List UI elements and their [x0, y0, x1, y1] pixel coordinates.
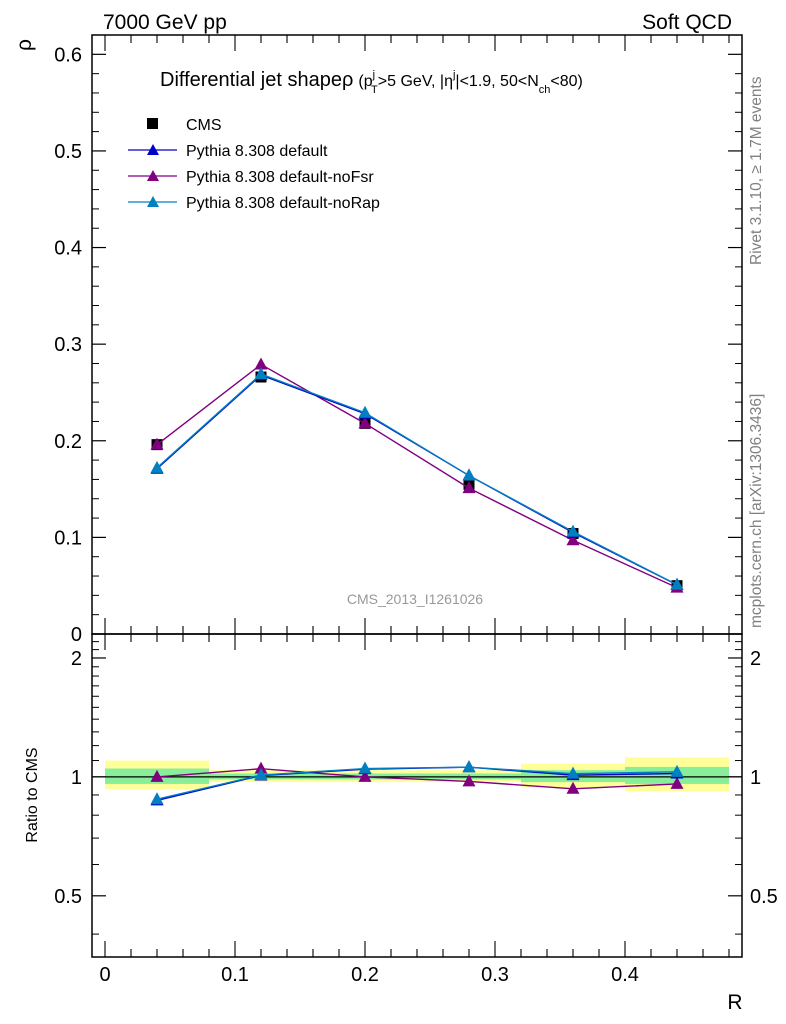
main-line-pythia-8-308-default [156, 374, 678, 586]
main-ytick-label: 0.4 [54, 238, 82, 260]
analysis-watermark: CMS_2013_I1261026 [347, 591, 483, 607]
ratio-xtick-label: 0.2 [351, 964, 379, 986]
main-x-ticks [104, 35, 730, 634]
main-point-pythia-8-308-default-nofsr [566, 533, 580, 546]
ratio-xtick-label: 0.4 [611, 964, 639, 986]
title-nch: |<1.9, 50<N [455, 73, 538, 90]
main-point-pythia-8-308-default-norap [150, 460, 164, 473]
main-ytick-label: 0.6 [54, 44, 82, 66]
title-nch-sub: ch [539, 84, 551, 96]
main-point-pythia-8-308-default-nofsr [150, 437, 164, 450]
ratio-y-ticks: 0.5 0.5 1 1 2 2 [54, 641, 778, 935]
title-p: (p [358, 73, 372, 90]
main-ytick-label: 0.5 [54, 141, 82, 163]
legend-marker-nofsr [147, 170, 159, 181]
ratio-ytick-label-right: 2 [750, 648, 761, 670]
legend-label-cms: CMS [186, 117, 222, 134]
main-line-pythia-8-308-default-nofsr [156, 363, 678, 589]
legend: CMS Pythia 8.308 default Pythia 8.308 de… [128, 117, 380, 212]
ratio-point-pythia-8-308-default-nofsr [670, 776, 684, 789]
legend-label-nofsr: Pythia 8.308 default-noFsr [186, 169, 374, 186]
title-gev: >5 GeV, | [378, 73, 444, 90]
ratio-xlabel: R [727, 991, 742, 1014]
ratio-point-pythia-8-308-default-norap [150, 792, 164, 805]
title-p-sub: T [371, 84, 378, 96]
ratio-line-pythia-8-308-default-norap [156, 766, 678, 800]
legend-marker-default [147, 144, 159, 155]
legend-marker-norap [147, 196, 159, 207]
main-panel: 0 0.1 0.2 0.3 0.4 0.5 0.6 ρ Differential jet s… [13, 34, 743, 646]
title-end: <80) [550, 73, 582, 90]
main-ytick-label: 0.1 [54, 527, 82, 549]
main-point-pythia-8-308-default-norap [254, 367, 268, 380]
legend-label-default: Pythia 8.308 default [186, 143, 328, 160]
title-rho: ρ [342, 69, 353, 91]
ratio-xtick-label: 0.1 [221, 964, 249, 986]
ratio-series [150, 760, 684, 806]
ratio-point-pythia-8-308-default-nofsr [150, 769, 164, 782]
ratio-point-pythia-8-308-default-norap [670, 764, 684, 777]
main-ylabel: ρ [13, 39, 36, 51]
main-title: Differential jet shapeρ (pj T>5 GeV, |ηj|<… [160, 69, 583, 96]
ratio-ylabel: Ratio to CMS [24, 747, 41, 842]
ratio-ytick-label: 0.5 [54, 886, 82, 908]
title-p-sup: j [372, 69, 375, 81]
header-left: 7000 GeV pp [103, 11, 227, 34]
title-eta: η [444, 73, 453, 90]
main-y-ticks: 0 0.1 0.2 0.3 0.4 0.5 0.6 [54, 44, 742, 646]
ratio-frame [91, 633, 743, 958]
ratio-point-pythia-8-308-default-nofsr [254, 761, 268, 774]
ratio-point-pythia-8-308-default-norap [462, 760, 476, 773]
title-eta-sup: j [452, 69, 455, 81]
main-ytick-label: 0 [71, 624, 82, 646]
ratio-x-ticks: 0 0.1 0.2 0.3 0.4 [99, 634, 730, 986]
rivet-label: Rivet 3.1.10, ≥ 1.7M events [748, 76, 765, 265]
ratio-point-pythia-8-308-default-nofsr [358, 769, 372, 782]
ratio-point-pythia-8-308-default-norap [358, 761, 372, 774]
mcplots-label: mcplots.cern.ch [arXiv:1306.3436] [748, 394, 765, 628]
main-ytick-label: 0.2 [54, 431, 82, 453]
ratio-ytick-label: 1 [71, 767, 82, 789]
title-main: Differential jet shape [160, 69, 342, 91]
main-point-pythia-8-308-default-nofsr [462, 481, 476, 494]
ratio-xtick-label: 0.3 [481, 964, 509, 986]
ratio-line-pythia-8-308-default-nofsr [156, 767, 678, 790]
legend-marker-cms [147, 118, 158, 129]
header-right: Soft QCD [642, 11, 732, 34]
main-series [150, 357, 684, 593]
legend-label-norap: Pythia 8.308 default-noRap [186, 195, 380, 212]
ratio-panel: 0.5 0.5 1 1 2 2 0 0.1 0.2 0.3 0.4 Ratio to CMS R [24, 633, 778, 1014]
ratio-ytick-label-right: 1 [750, 767, 761, 789]
ratio-point-pythia-8-308-default-nofsr [462, 774, 476, 787]
ratio-ytick-label-right: 0.5 [750, 886, 778, 908]
main-point-pythia-8-308-default-nofsr [254, 357, 268, 370]
main-point-pythia-8-308-default-nofsr [358, 416, 372, 429]
ratio-point-pythia-8-308-default-norap [566, 766, 580, 779]
main-point-pythia-8-308-default-norap [566, 524, 580, 537]
main-line-pythia-8-308-default-norap [156, 373, 678, 586]
main-point-pythia-8-308-default-norap [462, 468, 476, 481]
main-point-pythia-8-308-default-norap [670, 577, 684, 590]
main-point-pythia-8-308-default-norap [358, 405, 372, 418]
ratio-ytick-label: 2 [71, 648, 82, 670]
ratio-point-pythia-8-308-default-nofsr [566, 781, 580, 794]
ratio-point-pythia-8-308-default-norap [254, 768, 268, 781]
main-ytick-label: 0.3 [54, 334, 82, 356]
ratio-xtick-label: 0 [99, 964, 110, 986]
